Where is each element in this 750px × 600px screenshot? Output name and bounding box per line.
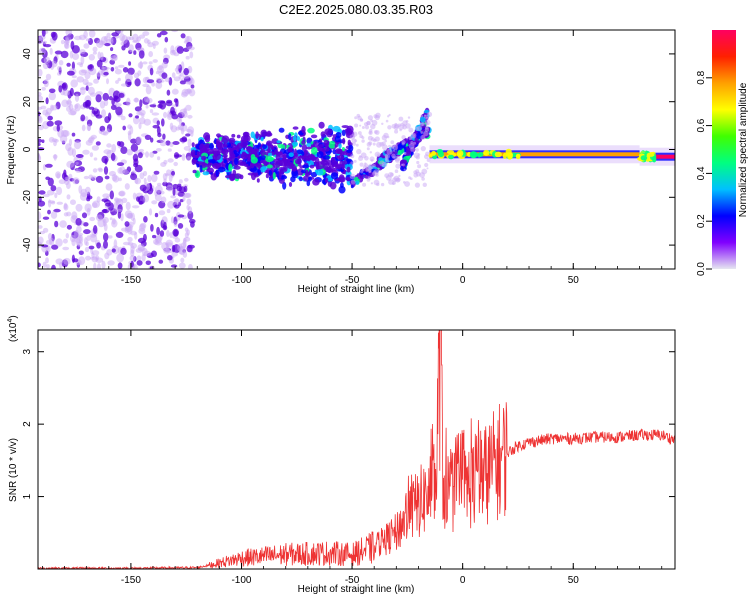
snr-y-tick-label: 1 [22, 493, 33, 499]
spectrogram-x-tick-label: -100 [231, 275, 251, 286]
spectrogram-y-tick-label: -40 [22, 237, 33, 252]
colorbar-tick-label: 0.2 [696, 214, 707, 228]
snr-x-tick-label: -50 [345, 575, 360, 586]
svg-text:(x104): (x104) [7, 315, 19, 342]
spectrogram-plot-area [38, 30, 675, 269]
snr-scale-base: (x10 [8, 322, 19, 342]
colorbar: 0.0 0.2 0.4 0.6 0.8 Normalized spectral ampl… [696, 30, 749, 276]
snr-scale-close: ) [8, 315, 19, 318]
spectrogram-x-tick-label: -50 [345, 275, 360, 286]
colorbar-ticks: 0.0 0.2 0.4 0.6 0.8 [696, 70, 712, 276]
snr-y-axis-label: SNR (10 * v/v) [8, 438, 19, 502]
spectrogram-x-tick-label: 50 [568, 275, 580, 286]
snr-x-ticks: -150 -100 -50 0 50 [42, 330, 663, 586]
colorbar-tick-label: 0.4 [696, 166, 707, 180]
spectral-feature-2 [349, 107, 433, 189]
snr-x-tick-label: 50 [568, 575, 580, 586]
spectrogram-x-ticks: -150 -100 -50 0 50 [42, 30, 663, 286]
colorbar-tick-label: 0.8 [696, 70, 707, 84]
snr-panel: -150 -100 -50 0 50 1 2 3 Height of straight li… [7, 315, 676, 595]
spectrogram-y-tick-label: -20 [22, 190, 33, 205]
spectral-feature-1 [190, 121, 355, 194]
spectral-feature-0 [38, 30, 196, 269]
snr-y-tick-label: 3 [22, 349, 33, 355]
snr-frame [37, 329, 676, 570]
spectral-feature-3 [428, 145, 640, 164]
spectrogram-y-ticks: -40 -20 0 20 40 [22, 29, 675, 270]
spectral-feature-4 [637, 147, 675, 166]
spectrogram-x-tick-label: 0 [460, 275, 466, 286]
snr-x-axis-label: Height of straight line (km) [298, 584, 415, 595]
snr-y-scale-note: (x104) [7, 315, 19, 342]
snr-y-tick-label: 2 [22, 421, 33, 427]
spectrogram-y-tick-label: 20 [22, 96, 33, 108]
snr-x-tick-label: 0 [460, 575, 466, 586]
snr-x-tick-label: -100 [231, 575, 251, 586]
spectrogram-y-axis-label: Frequency (Hz) [6, 116, 17, 185]
colorbar-label: Normalized spectral amplitude [738, 82, 749, 217]
spectrogram-y-tick-label: 0 [22, 146, 33, 152]
spectrogram-x-tick-label: -150 [121, 275, 141, 286]
colorbar-gradient [712, 30, 736, 269]
snr-y-ticks: 1 2 3 [22, 349, 675, 499]
colorbar-tick-label: 0.6 [696, 118, 707, 132]
snr-x-tick-label: -150 [121, 575, 141, 586]
spectrogram-y-tick-label: 40 [22, 48, 33, 60]
spectrogram-panel: -150 -100 -50 0 50 -40 -20 0 20 40 Height of str… [6, 29, 676, 295]
spectrogram-x-axis-label: Height of straight line (km) [298, 284, 415, 295]
chart-title: C2E2.2025.080.03.35.R03 [279, 2, 433, 17]
snr-series-line [38, 330, 675, 569]
colorbar-tick-label: 0.0 [696, 262, 707, 276]
snr-scale-exponent: 4 [7, 319, 14, 323]
